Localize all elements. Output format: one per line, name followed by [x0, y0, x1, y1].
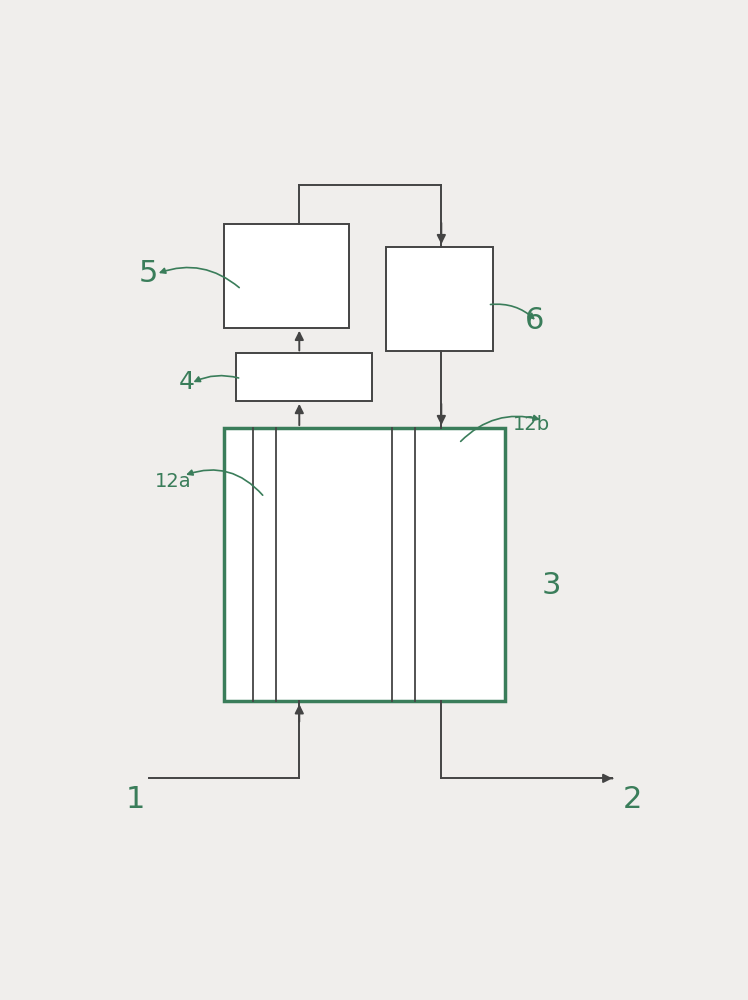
Text: 6: 6: [524, 306, 544, 335]
Text: 12b: 12b: [512, 415, 550, 434]
Bar: [386, 247, 494, 351]
Text: 5: 5: [139, 259, 159, 288]
Bar: [224, 428, 505, 701]
Bar: [224, 224, 349, 328]
Text: 3: 3: [542, 571, 561, 600]
Text: 4: 4: [178, 370, 194, 394]
Text: 2: 2: [623, 785, 643, 814]
Bar: [236, 353, 372, 401]
Text: 12a: 12a: [155, 472, 191, 491]
Text: 1: 1: [126, 785, 145, 814]
